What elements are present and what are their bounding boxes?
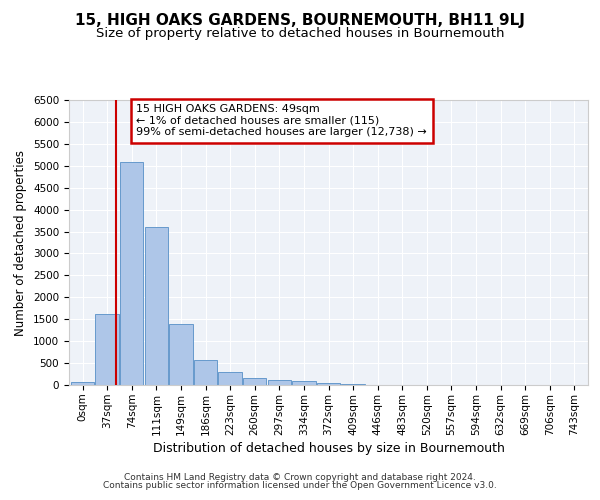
Bar xyxy=(317,383,340,385)
Bar xyxy=(268,380,291,385)
Text: Size of property relative to detached houses in Bournemouth: Size of property relative to detached ho… xyxy=(96,28,504,40)
Bar xyxy=(218,372,242,385)
Bar xyxy=(169,324,193,385)
X-axis label: Distribution of detached houses by size in Bournemouth: Distribution of detached houses by size … xyxy=(152,442,505,454)
Bar xyxy=(95,314,119,385)
Bar xyxy=(194,360,217,385)
Bar xyxy=(71,382,94,385)
Text: 15, HIGH OAKS GARDENS, BOURNEMOUTH, BH11 9LJ: 15, HIGH OAKS GARDENS, BOURNEMOUTH, BH11… xyxy=(75,12,525,28)
Bar xyxy=(243,378,266,385)
Bar xyxy=(145,227,168,385)
Text: Contains HM Land Registry data © Crown copyright and database right 2024.: Contains HM Land Registry data © Crown c… xyxy=(124,472,476,482)
Bar xyxy=(341,384,365,385)
Bar xyxy=(292,381,316,385)
Bar xyxy=(120,162,143,385)
Y-axis label: Number of detached properties: Number of detached properties xyxy=(14,150,28,336)
Text: Contains public sector information licensed under the Open Government Licence v3: Contains public sector information licen… xyxy=(103,480,497,490)
Text: 15 HIGH OAKS GARDENS: 49sqm
← 1% of detached houses are smaller (115)
99% of sem: 15 HIGH OAKS GARDENS: 49sqm ← 1% of deta… xyxy=(136,104,427,138)
